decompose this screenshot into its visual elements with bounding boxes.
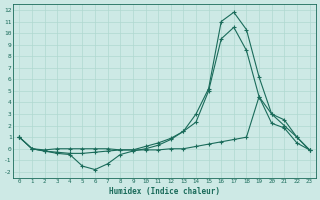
X-axis label: Humidex (Indice chaleur): Humidex (Indice chaleur) [109,187,220,196]
